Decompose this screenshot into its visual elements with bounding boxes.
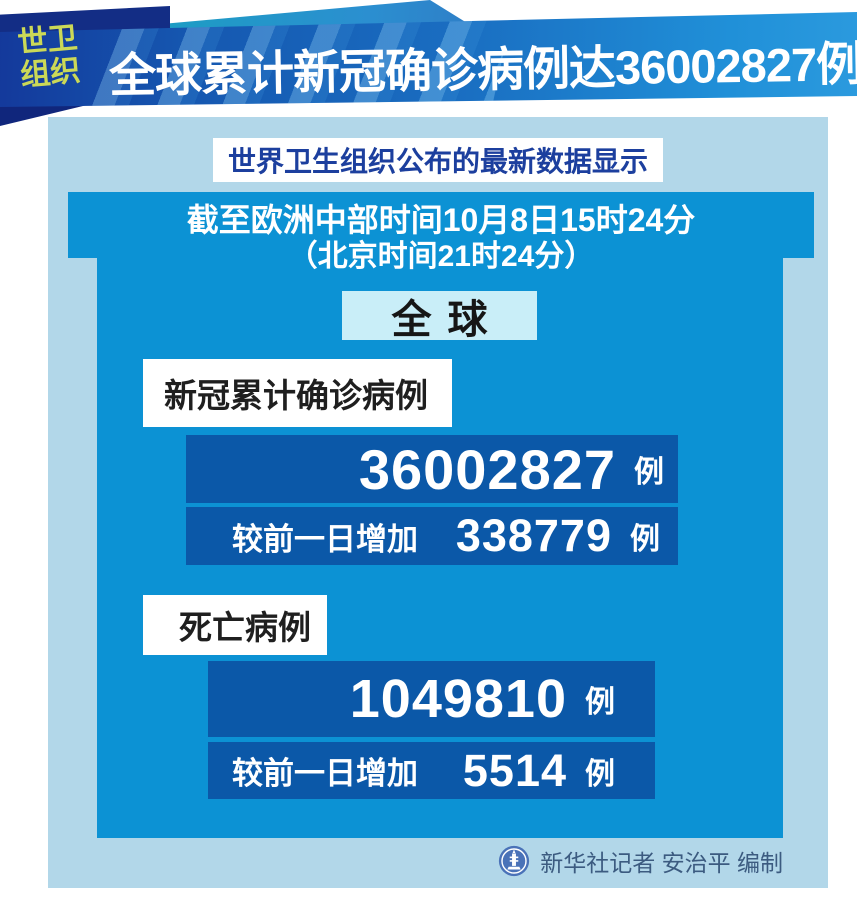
datetime-block: 截至欧洲中部时间10月8日15时24分 （北京时间21时24分） bbox=[68, 201, 814, 275]
credit-line: 新华社记者 安治平 编制 bbox=[97, 843, 783, 879]
confirmed-total-row: 36002827 例 bbox=[186, 435, 678, 503]
header-banner: 全球累计新冠确诊病例达36002827例 世卫 组织 bbox=[0, 0, 857, 130]
deaths-increase-unit: 例 bbox=[585, 757, 615, 791]
confirmed-increase-value: 338779 bbox=[455, 510, 612, 561]
deaths-total-row: 1049810 例 bbox=[208, 661, 655, 737]
datetime-line2: （北京时间21时24分） bbox=[287, 240, 595, 273]
confirmed-total-value: 36002827 bbox=[358, 437, 616, 501]
who-tag-line2: 组织 bbox=[19, 54, 82, 93]
datetime-line1: 截至欧洲中部时间10月8日15时24分 bbox=[186, 202, 696, 238]
confirmed-label-text: 新冠累计确诊病例 bbox=[164, 377, 428, 414]
confirmed-increase-group: 338779 例 bbox=[456, 510, 660, 562]
confirmed-increase-unit: 例 bbox=[630, 523, 660, 556]
banner-title: 全球累计新冠确诊病例达36002827例 bbox=[108, 36, 857, 102]
intro-text: 世界卫生组织公布的最新数据显示 bbox=[227, 146, 648, 177]
credit-text: 新华社记者 安治平 编制 bbox=[540, 850, 783, 876]
xinhua-logo-icon bbox=[499, 845, 530, 877]
confirmed-increase-row: 较前一日增加 338779 例 bbox=[186, 507, 678, 565]
confirmed-section-label: 新冠累计确诊病例 bbox=[143, 359, 452, 427]
scope-box: 全球 bbox=[342, 291, 537, 342]
deaths-increase-value: 5514 bbox=[462, 744, 567, 796]
intro-box: 世界卫生组织公布的最新数据显示 bbox=[213, 138, 663, 182]
who-tag: 世卫 组织 bbox=[13, 21, 85, 93]
confirmed-increase-label: 较前一日增加 bbox=[232, 521, 418, 557]
scope-label: 全球 bbox=[391, 297, 504, 342]
deaths-total-value: 1049810 bbox=[349, 669, 567, 729]
deaths-total-unit: 例 bbox=[585, 686, 615, 719]
confirmed-total-unit: 例 bbox=[634, 456, 664, 489]
deaths-label-text: 死亡病例 bbox=[179, 609, 311, 646]
deaths-increase-row: 较前一日增加 5514 例 bbox=[208, 742, 655, 799]
deaths-increase-group: 5514 例 bbox=[463, 745, 615, 797]
deaths-increase-label: 较前一日增加 bbox=[232, 756, 418, 791]
deaths-section-label: 死亡病例 bbox=[143, 595, 327, 655]
